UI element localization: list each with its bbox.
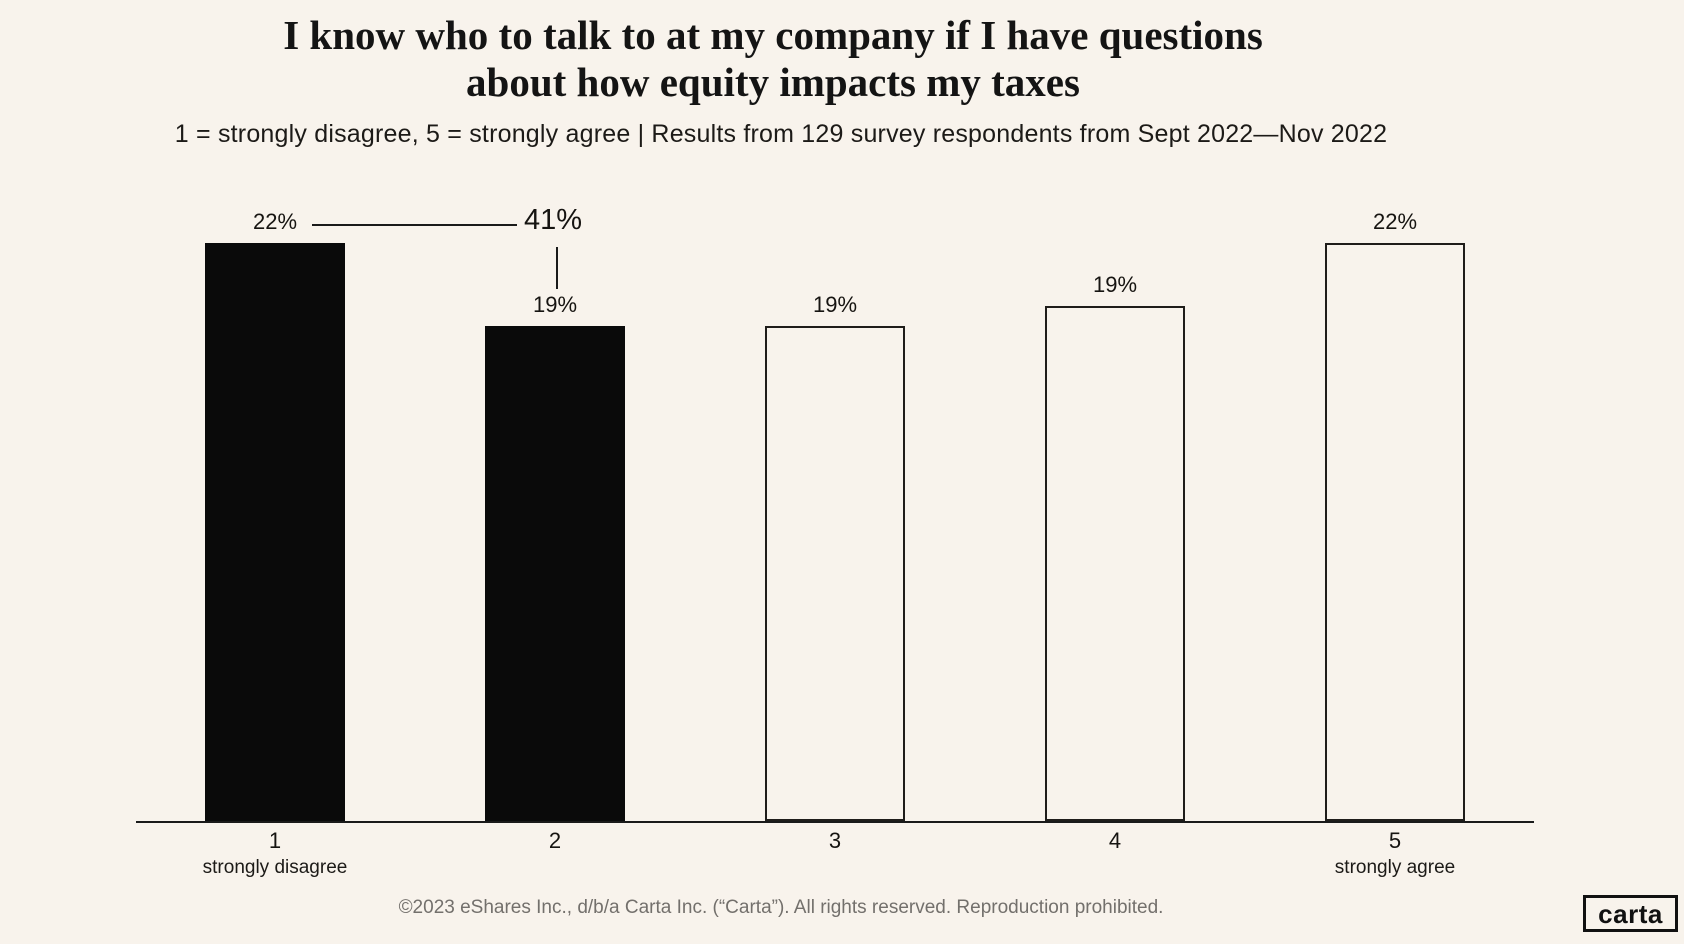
annotation-connector-horizontal [312,224,517,226]
x-tick-label-5: 5 [1388,828,1402,853]
value-label-category-3: 19% [812,292,858,317]
value-label-category-1: 22% [252,209,298,234]
bar-category-4 [1045,306,1185,821]
bar-category-2 [485,326,625,821]
value-label-category-4: 19% [1092,272,1138,297]
chart-title: I know who to talk to at my company if I… [0,12,1546,106]
chart-title-line1: I know who to talk to at my company if I… [283,12,1263,58]
x-tick-label-3: 3 [828,828,842,853]
x-axis-sublabel-1: strongly disagree [202,857,348,878]
value-label-category-2: 19% [532,292,578,317]
carta-logo: carta [1583,895,1678,932]
chart-title-line2: about how equity impacts my taxes [466,59,1080,105]
bar-category-3 [765,326,905,821]
chart-subtitle: 1 = strongly disagree, 5 = strongly agre… [174,120,1388,148]
carta-logo-text: carta [1598,898,1663,929]
bar-category-1 [205,243,345,821]
x-axis-line [136,821,1534,823]
annotation-combined-percent: 41% [523,204,583,236]
x-tick-label-4: 4 [1108,828,1122,853]
x-axis-sublabel-5: strongly agree [1334,857,1456,878]
copyright-text: ©2023 eShares Inc., d/b/a Carta Inc. (“C… [398,897,1164,918]
bar-category-5 [1325,243,1465,821]
value-label-category-5: 22% [1372,209,1418,234]
annotation-connector-vertical [556,247,558,289]
x-tick-label-2: 2 [548,828,562,853]
x-tick-label-1: 1 [268,828,282,853]
